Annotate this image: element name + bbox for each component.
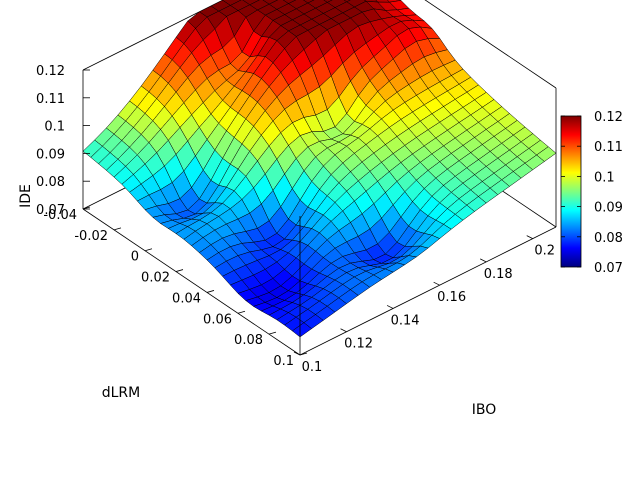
y-tick-label: -0.02 bbox=[74, 229, 108, 244]
y-tick-label: 0.08 bbox=[234, 333, 263, 348]
z-tick-label: 0.09 bbox=[36, 147, 65, 162]
bounding-box-front bbox=[82, 208, 557, 356]
x-tick-mark bbox=[433, 281, 440, 286]
y-tick-mark bbox=[299, 352, 308, 356]
colorbar-ticks: 0.07 0.08 0.09 0.1 0.11 0.12 bbox=[561, 110, 623, 276]
x-tick-label: 0.12 bbox=[344, 337, 373, 352]
y-tick-mark bbox=[237, 310, 246, 314]
z-tick-label: 0.11 bbox=[36, 92, 65, 107]
x-tick-mark bbox=[480, 258, 487, 263]
colorbar-tick-label: 0.1 bbox=[594, 170, 615, 185]
z-axis-label: IDE bbox=[18, 184, 34, 208]
x-tick-mark bbox=[293, 351, 301, 356]
colorbar-tick-label: 0.11 bbox=[594, 140, 623, 155]
colorbar-tick-label: 0.12 bbox=[594, 110, 623, 125]
colorbar-gradient bbox=[560, 115, 582, 268]
y-tick-label: 0.1 bbox=[273, 354, 294, 369]
y-tick-label: 0.04 bbox=[172, 291, 201, 306]
z-tick-label: 0.1 bbox=[44, 120, 65, 135]
y-tick-mark bbox=[175, 269, 184, 272]
colorbar-tick-label: 0.09 bbox=[594, 201, 623, 216]
z-tick-label: 0.07 bbox=[36, 203, 65, 218]
z-tick-label: 0.12 bbox=[36, 64, 65, 79]
z-axis-ticks: 0.07 0.08 0.09 0.1 0.11 0.12 bbox=[36, 64, 90, 218]
x-tick-label: 0.16 bbox=[437, 290, 466, 305]
x-axis-ticks: 0.1 0.12 0.14 0.16 0.18 0.2 bbox=[293, 235, 555, 375]
y-axis-ticks: -0.04 -0.02 00.020.040.060.08 0.1 bbox=[43, 206, 308, 369]
y-axis-label: dLRM bbox=[102, 385, 141, 401]
y-tick-label: 0.06 bbox=[203, 312, 232, 327]
colorbar: 0.07 0.08 0.09 0.1 0.11 0.12 bbox=[560, 110, 623, 276]
y-tick-mark bbox=[206, 290, 215, 293]
y-tick-label: 0.02 bbox=[141, 271, 170, 286]
y-tick-mark bbox=[113, 227, 122, 231]
y-tick-label: 0 bbox=[131, 250, 139, 265]
y-tick-label: -0.04 bbox=[43, 208, 77, 223]
x-tick-mark bbox=[526, 235, 533, 239]
surface-mesh bbox=[82, 0, 557, 338]
x-axis-label: IBO bbox=[472, 402, 497, 418]
colorbar-tick-label: 0.08 bbox=[594, 231, 623, 246]
x-tick-label: 0.14 bbox=[391, 313, 420, 328]
y-tick-mark bbox=[144, 248, 153, 252]
x-tick-mark bbox=[340, 328, 347, 333]
y-tick-mark bbox=[268, 331, 277, 335]
z-tick-label: 0.08 bbox=[36, 175, 65, 190]
x-tick-mark bbox=[386, 305, 394, 309]
x-tick-label: 0.2 bbox=[534, 244, 555, 259]
x-tick-label: 0.18 bbox=[484, 267, 513, 282]
colorbar-tick-label: 0.07 bbox=[594, 261, 623, 276]
x-tick-label: 0.1 bbox=[302, 360, 323, 375]
